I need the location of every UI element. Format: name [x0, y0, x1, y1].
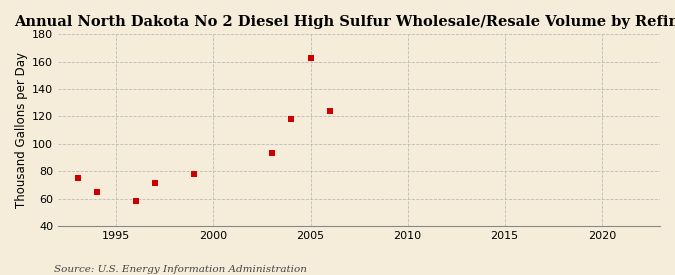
Point	[150, 181, 161, 186]
Point	[92, 189, 103, 194]
Point	[305, 55, 316, 60]
Point	[286, 117, 296, 121]
Point	[325, 109, 335, 113]
Text: Source: U.S. Energy Information Administration: Source: U.S. Energy Information Administ…	[54, 265, 307, 274]
Point	[188, 172, 199, 176]
Point	[72, 176, 83, 180]
Point	[267, 151, 277, 156]
Title: Annual North Dakota No 2 Diesel High Sulfur Wholesale/Resale Volume by Refiners: Annual North Dakota No 2 Diesel High Sul…	[14, 15, 675, 29]
Point	[130, 199, 141, 204]
Y-axis label: Thousand Gallons per Day: Thousand Gallons per Day	[15, 52, 28, 208]
